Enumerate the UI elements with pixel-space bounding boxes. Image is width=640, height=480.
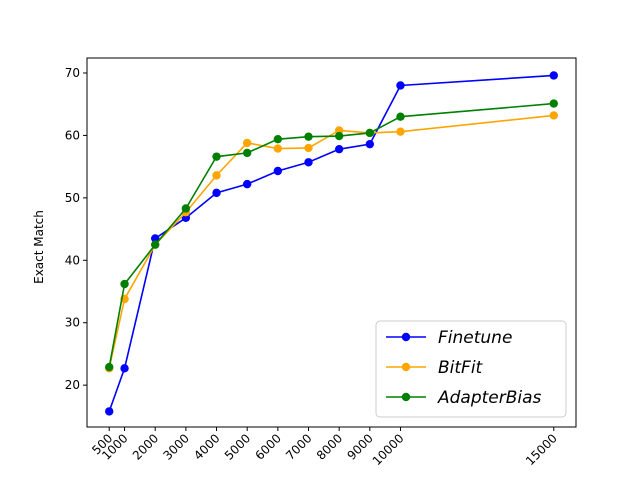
data-point-bitfit (304, 143, 313, 153)
legend-marker (401, 392, 411, 402)
series-line-adapterbias (108, 102, 554, 368)
data-point-finetune (273, 166, 283, 176)
legend-marker (401, 362, 411, 372)
y-tick-label: 50 (65, 191, 80, 205)
data-point-adapterbias (242, 148, 252, 158)
legend-label: Finetune (438, 328, 512, 348)
data-point-finetune (304, 158, 313, 167)
data-point-adapterbias (181, 204, 191, 213)
data-point-finetune (151, 234, 160, 243)
data-point-adapterbias (549, 99, 558, 108)
x-tick-label: 4000 (191, 431, 222, 462)
data-point-finetune (105, 407, 114, 416)
y-tick-label: 70 (65, 66, 80, 80)
data-point-finetune (365, 139, 375, 149)
legend-marker (401, 332, 411, 342)
data-point-adapterbias (273, 134, 283, 144)
data-point-adapterbias (151, 240, 160, 249)
x-tick-label: 6000 (252, 431, 283, 462)
x-tick-label: 3000 (160, 431, 191, 462)
y-tick-label: 30 (65, 316, 80, 330)
x-tick-label: 10000 (370, 431, 407, 468)
x-tick-label: 15000 (523, 431, 560, 468)
series-line-finetune (108, 74, 554, 412)
data-point-finetune (334, 144, 344, 154)
x-tick-label: 7000 (283, 431, 314, 462)
data-point-adapterbias (212, 152, 221, 161)
x-tick-label: 8000 (314, 431, 345, 462)
data-point-adapterbias (304, 132, 313, 141)
legend-label: AdapterBias (437, 388, 542, 408)
y-tick-label: 20 (65, 378, 80, 392)
data-point-adapterbias (105, 362, 114, 372)
y-axis-label: Exact Match (32, 210, 46, 284)
y-tick-label: 60 (65, 128, 80, 142)
data-point-adapterbias (334, 131, 344, 141)
x-tick-label: 5000 (222, 431, 253, 462)
data-point-finetune (549, 71, 558, 80)
data-point-bitfit (273, 144, 283, 153)
data-point-bitfit (549, 111, 558, 120)
data-point-bitfit (212, 171, 221, 180)
data-point-adapterbias (396, 112, 405, 121)
x-tick-label: 2000 (130, 431, 161, 462)
data-point-adapterbias (365, 128, 375, 138)
data-point-finetune (120, 364, 129, 373)
data-point-finetune (212, 188, 221, 198)
data-point-finetune (396, 81, 405, 90)
data-point-finetune (242, 179, 252, 189)
y-tick-label: 40 (65, 253, 80, 267)
legend-label: BitFit (438, 358, 484, 378)
axes-frame (86, 57, 577, 428)
data-point-bitfit (242, 138, 252, 148)
legend-box (375, 320, 567, 418)
data-point-adapterbias (120, 279, 129, 289)
data-point-bitfit (396, 127, 405, 136)
